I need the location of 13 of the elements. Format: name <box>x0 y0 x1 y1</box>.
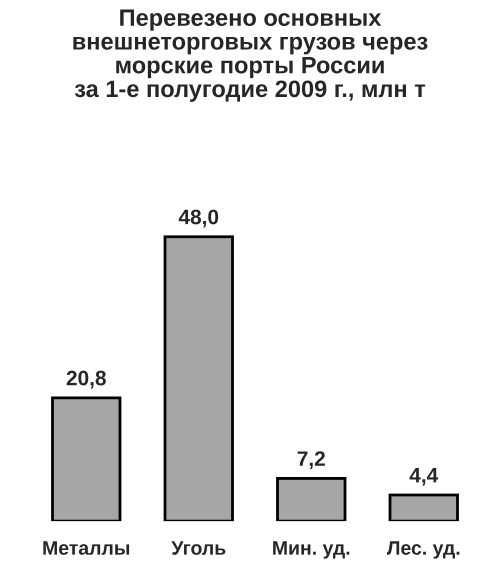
data-label: 4,4 <box>410 468 438 486</box>
x-tick-label: Уголь <box>171 541 226 555</box>
x-tick-label: Металлы <box>43 541 130 555</box>
data-label: 7,2 <box>298 451 325 470</box>
bar <box>276 477 346 522</box>
x-tick-label: Лес. уд. <box>386 541 460 559</box>
bar <box>51 396 122 522</box>
bar <box>164 235 234 522</box>
data-label: 48,0 <box>178 210 218 228</box>
bar <box>388 494 459 522</box>
data-label: 20,8 <box>66 370 106 388</box>
x-tick-label: Мин. уд. <box>273 541 350 559</box>
chart-title: Перевезено основных внешнеторговых грузов через морские порты России за 1-е полугодие 2009 г., млн т <box>73 10 428 102</box>
